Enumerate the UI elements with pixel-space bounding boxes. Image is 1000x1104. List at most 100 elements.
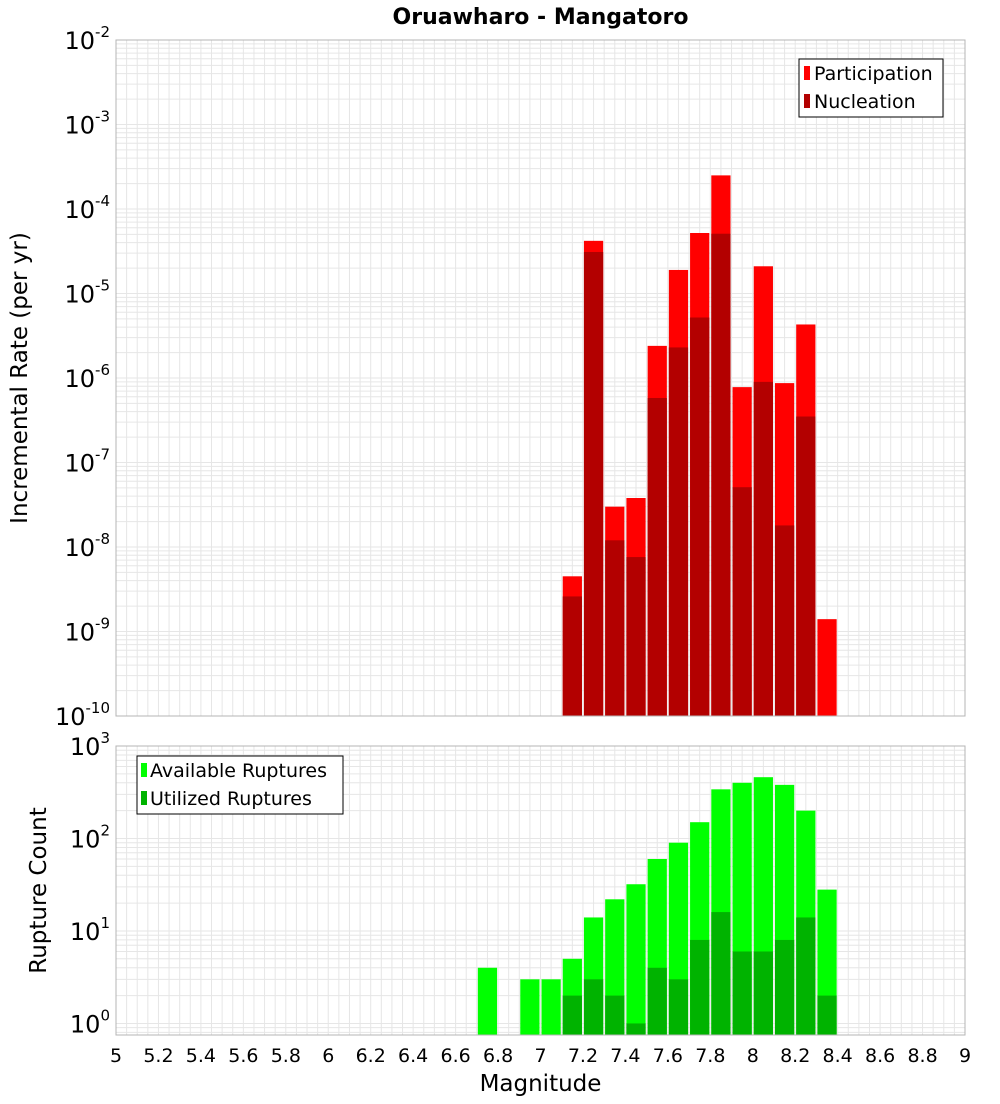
y-tick-exponent: -6 [95, 361, 110, 379]
legend-swatch-nucleation [804, 94, 810, 108]
x-tick-label: 6 [322, 1045, 334, 1067]
y-axis-label-rate: Incremental Rate (per yr) [7, 232, 33, 524]
y-tick-exponent: -2 [95, 23, 110, 41]
y-tick-label: 101 [70, 914, 110, 946]
bar-available [477, 967, 498, 1035]
bar-nucleation [605, 540, 625, 716]
y-tick-label: 10-8 [64, 530, 110, 562]
y-tick-label: 102 [70, 821, 110, 853]
legend-box [798, 58, 944, 118]
x-tick-label: 7.8 [695, 1045, 725, 1067]
legend-bottom: Available Ruptures Utilized Ruptures [136, 755, 344, 815]
y-tick-label: 10-5 [64, 277, 110, 309]
bar-utilized [753, 951, 773, 1035]
legend-label-available: Available Ruptures [150, 760, 327, 782]
x-tick-label: 8.4 [823, 1045, 853, 1067]
x-tick-label: 6.4 [398, 1045, 428, 1067]
y-tick-base: 10 [64, 112, 95, 140]
legend-box [136, 755, 344, 815]
y-tick-exponent: -5 [95, 277, 110, 295]
y-tick-exponent: 1 [100, 914, 110, 932]
x-tick-label: 7 [534, 1045, 546, 1067]
y-tick-exponent: 0 [100, 1006, 110, 1024]
y-tick-label: 10-2 [64, 23, 110, 55]
bar-utilized [605, 995, 625, 1035]
bar-utilized [817, 995, 837, 1035]
bar-available [626, 884, 646, 1035]
y-tick-label: 103 [70, 729, 110, 761]
x-tick-label: 7.2 [568, 1045, 598, 1067]
legend-swatch-utilized [141, 791, 147, 805]
top-plot-frame [115, 39, 966, 717]
legend-label-nucleation: Nucleation [814, 91, 916, 113]
bar-available [541, 979, 561, 1035]
bar-nucleation [668, 347, 689, 716]
x-tick-label: 5.6 [228, 1045, 258, 1067]
x-tick-label: 5.8 [271, 1045, 301, 1067]
legend-label-participation: Participation [814, 63, 933, 85]
y-tick-label: 10-10 [55, 699, 110, 731]
y-tick-label: 10-9 [64, 615, 110, 647]
x-tick-label: 5.4 [186, 1045, 216, 1067]
y-tick-base: 10 [64, 281, 95, 309]
bottom-bars [477, 777, 837, 1035]
x-tick-label: 5 [110, 1045, 122, 1067]
bar-nucleation [732, 487, 752, 716]
y-tick-base: 10 [64, 450, 95, 478]
bar-utilized [647, 967, 667, 1035]
bar-available [520, 979, 540, 1035]
y-tick-label: 10-6 [64, 361, 110, 393]
bar-nucleation [626, 557, 646, 716]
y-tick-exponent: 2 [100, 821, 110, 839]
bar-utilized [626, 1023, 646, 1035]
x-tick-label: 9 [959, 1045, 971, 1067]
x-axis-label: Magnitude [480, 1071, 602, 1097]
y-tick-base: 10 [64, 619, 95, 647]
legend-label-utilized: Utilized Ruptures [150, 788, 312, 810]
y-tick-exponent: -9 [95, 615, 110, 633]
bar-utilized [583, 979, 604, 1035]
top-bars [562, 175, 837, 717]
bar-utilized [690, 939, 710, 1035]
gridlines [115, 39, 966, 717]
bar-utilized [732, 951, 752, 1035]
x-tick-label: 8.8 [907, 1045, 937, 1067]
bar-nucleation [753, 381, 773, 716]
y-tick-exponent: 3 [100, 729, 110, 747]
bar-participation [817, 619, 837, 716]
x-tick-label: 5.2 [143, 1045, 173, 1067]
y-tick-label: 10-4 [64, 192, 110, 224]
y-tick-exponent: -4 [95, 192, 110, 210]
x-tick-label: 8.6 [865, 1045, 895, 1067]
y-tick-label: 10-7 [64, 446, 110, 478]
y-tick-base: 10 [70, 1010, 101, 1038]
y-tick-base: 10 [70, 733, 101, 761]
bar-nucleation [562, 596, 582, 716]
y-axis-label-count: Rupture Count [26, 807, 52, 973]
x-tick-label: 6.8 [483, 1045, 513, 1067]
x-tick-label: 8 [747, 1045, 759, 1067]
y-tick-base: 10 [70, 825, 101, 853]
bar-utilized [796, 917, 816, 1035]
bar-nucleation [583, 251, 604, 717]
legend-swatch-participation [804, 66, 810, 80]
y-tick-base: 10 [64, 196, 95, 224]
y-tick-base: 10 [64, 27, 95, 55]
bottom-plot-frame [115, 745, 966, 1036]
y-tick-exponent: -7 [95, 446, 110, 464]
x-tick-label: 8.2 [780, 1045, 810, 1067]
y-tick-exponent: -10 [86, 699, 111, 717]
y-tick-base: 10 [64, 534, 95, 562]
bar-nucleation [796, 416, 816, 716]
bar-nucleation [711, 233, 731, 716]
x-tick-label: 7.4 [610, 1045, 640, 1067]
y-tick-base: 10 [55, 703, 86, 731]
y-tick-exponent: -8 [95, 530, 110, 548]
y-tick-exponent: -3 [95, 108, 110, 126]
bar-utilized [711, 912, 731, 1035]
y-tick-base: 10 [70, 918, 101, 946]
y-tick-label: 10-3 [64, 108, 110, 140]
bar-nucleation [690, 317, 710, 716]
